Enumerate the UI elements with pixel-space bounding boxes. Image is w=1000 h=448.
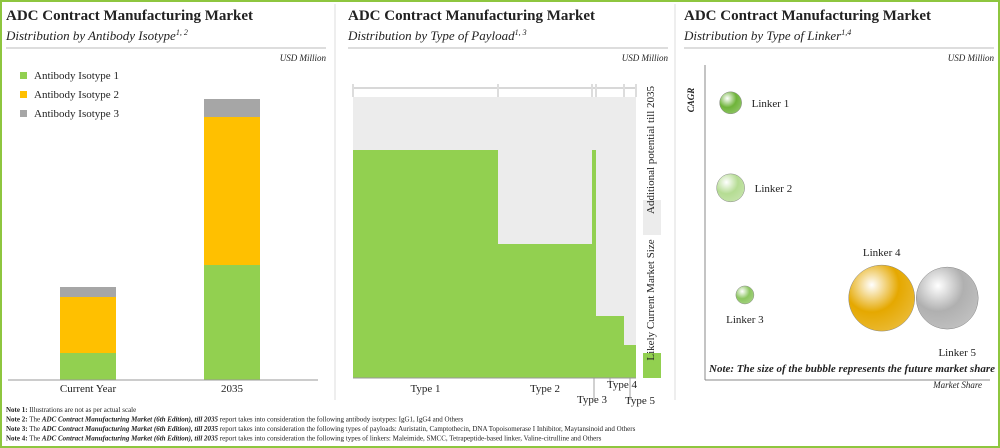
marimekko-cell [624, 345, 636, 378]
bar-segment [60, 287, 116, 297]
bar-segment [60, 353, 116, 380]
marimekko-cell [353, 97, 498, 150]
bubble-label: Linker 4 [863, 247, 901, 259]
y-axis-label: CAGR [686, 88, 696, 113]
bubble [735, 285, 755, 305]
legend-swatch [643, 200, 661, 235]
marimekko-cell [596, 316, 624, 378]
legend-label: Likely Current Market Size [645, 239, 657, 360]
bubble [916, 266, 979, 330]
footnote-title: ADC Contract Manufacturing Market (6th E… [41, 425, 219, 433]
bubble-label: Linker 3 [726, 314, 764, 326]
unit-label: USD Million [280, 53, 327, 63]
footnote-rest: report takes into consideration the foll… [220, 425, 636, 433]
footnote-text: The [29, 416, 40, 424]
chart-subtitle: Distribution by Type of Payload1, 3 [347, 28, 527, 43]
unit-label: USD Million [622, 53, 669, 63]
bar-segment [204, 265, 260, 380]
x-tick-label: Type 5 [625, 395, 656, 407]
x-tick-label: Current Year [60, 383, 117, 395]
footnote-rest: report takes into consideration the foll… [220, 416, 464, 424]
legend-label: Additional potential till 2035 [645, 85, 657, 214]
chart-title: ADC Contract Manufacturing Market [6, 8, 253, 24]
marimekko-cell [498, 97, 592, 244]
footnote-label: Note 2: [6, 416, 28, 424]
footnote: Note 2: The ADC Contract Manufacturing M… [6, 416, 463, 424]
subtitle-note: 1,4 [841, 28, 851, 37]
unit-label: USD Million [948, 53, 995, 63]
bar-segment [204, 117, 260, 265]
x-tick-label: Type 3 [577, 394, 608, 406]
bubble-label: Linker 1 [752, 98, 790, 110]
legend-swatch [643, 353, 661, 378]
footnote: Note 4: The ADC Contract Manufacturing M… [6, 435, 602, 443]
marimekko-cell [596, 97, 624, 316]
marimekko-cell [592, 150, 596, 378]
x-tick-label: Type 4 [607, 379, 638, 391]
chart-title: ADC Contract Manufacturing Market [684, 8, 931, 24]
bubble [848, 264, 915, 332]
footnote-rest: report takes into consideration the foll… [220, 435, 602, 443]
x-axis-label: Market Share [932, 380, 982, 390]
legend-label: Antibody Isotype 1 [34, 70, 119, 82]
subtitle-text: Distribution by Type of Payload [347, 28, 515, 43]
chart-subtitle: Distribution by Antibody Isotype1, 2 [5, 28, 188, 43]
legend-label: Antibody Isotype 3 [34, 108, 119, 120]
marimekko-cell [624, 97, 636, 345]
footnote-label: Note 4: [6, 435, 28, 443]
chart-subtitle: Distribution by Type of Linker1,4 [683, 28, 851, 43]
bubble [719, 91, 742, 115]
x-tick-label: 2035 [221, 383, 244, 395]
bar-segment [204, 99, 260, 117]
subtitle-text: Distribution by Antibody Isotype [5, 28, 176, 43]
marimekko-cell [353, 150, 498, 378]
footnote-title: ADC Contract Manufacturing Market (6th E… [41, 435, 219, 443]
subtitle-note: 1, 2 [176, 28, 188, 37]
footnote: Note 3: The ADC Contract Manufacturing M… [6, 425, 636, 433]
footnote-label: Note 3: [6, 425, 28, 433]
bar-segment [60, 297, 116, 353]
marimekko-cell [592, 97, 596, 150]
legend-swatch [20, 110, 27, 117]
x-tick-label: Type 2 [530, 383, 560, 395]
chart-title: ADC Contract Manufacturing Market [348, 8, 595, 24]
subtitle-note: 1, 3 [515, 28, 527, 37]
footnote-title: ADC Contract Manufacturing Market (6th E… [41, 416, 219, 424]
footnote-text: The [29, 425, 40, 433]
marimekko-cell [498, 244, 592, 378]
bubble-label: Linker 2 [755, 183, 793, 195]
footnote-label: Note 1: [6, 406, 28, 414]
footnote-text: Illustrations are not as per actual scal… [29, 406, 136, 414]
legend-label: Antibody Isotype 2 [34, 89, 119, 101]
bubble [716, 173, 745, 203]
legend-swatch [20, 91, 27, 98]
subtitle-text: Distribution by Type of Linker [683, 28, 842, 43]
legend-swatch [20, 72, 27, 79]
footnote: Note 1: Illustrations are not as per act… [6, 406, 136, 414]
bubble-note: Note: The size of the bubble represents … [708, 363, 995, 375]
footnote-text: The [29, 435, 40, 443]
bubble-label: Linker 5 [938, 347, 976, 359]
x-tick-label: Type 1 [410, 383, 440, 395]
